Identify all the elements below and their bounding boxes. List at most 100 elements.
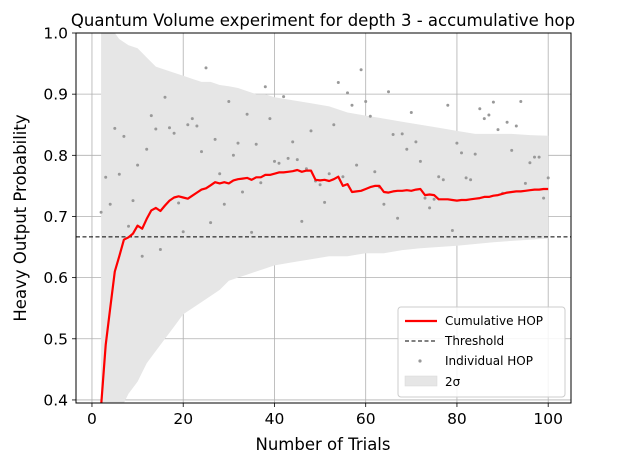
individual-hop-point bbox=[259, 181, 263, 185]
individual-hop-point bbox=[327, 172, 331, 176]
individual-hop-point bbox=[373, 170, 377, 174]
individual-hop-point bbox=[441, 178, 445, 182]
individual-hop-point bbox=[136, 163, 140, 167]
individual-hop-point bbox=[464, 176, 468, 180]
individual-hop-point bbox=[546, 176, 550, 180]
individual-hop-point bbox=[318, 183, 322, 187]
individual-hop-point bbox=[163, 95, 167, 99]
x-tick-label: 100 bbox=[533, 410, 563, 428]
individual-hop-point bbox=[309, 129, 313, 133]
individual-hop-point bbox=[400, 132, 404, 136]
individual-hop-point bbox=[409, 111, 413, 114]
individual-hop-point bbox=[227, 100, 231, 103]
individual-hop-point bbox=[295, 158, 299, 162]
individual-hop-point bbox=[491, 100, 495, 104]
individual-hop-point bbox=[350, 103, 354, 107]
legend-individual-label: Individual HOP bbox=[445, 354, 533, 368]
x-tick-label: 20 bbox=[173, 410, 193, 428]
cumulative-hop-path bbox=[100, 168, 549, 403]
individual-hop-point bbox=[291, 140, 295, 144]
individual-hop-point bbox=[218, 172, 222, 176]
y-tick-label: 0.6 bbox=[43, 269, 68, 287]
individual-hop-point bbox=[122, 134, 126, 138]
individual-hop-point bbox=[510, 148, 514, 152]
individual-hop-point bbox=[149, 114, 153, 118]
individual-hop-point bbox=[323, 200, 327, 204]
individual-hop-point bbox=[113, 126, 117, 130]
individual-hop-point bbox=[177, 201, 181, 205]
individual-hop-point bbox=[450, 229, 454, 232]
individual-hop-point bbox=[273, 159, 276, 163]
x-axis-label: Number of Trials bbox=[256, 435, 391, 454]
individual-hop-point bbox=[414, 140, 418, 144]
individual-hop-point bbox=[245, 112, 249, 116]
individual-hop-point bbox=[469, 178, 473, 182]
individual-hop-point bbox=[104, 175, 108, 179]
individual-hop-point bbox=[405, 147, 409, 151]
y-tick-label: 1.0 bbox=[43, 25, 68, 43]
individual-hop-point bbox=[368, 114, 372, 118]
y-tick-label: 0.8 bbox=[43, 147, 68, 165]
individual-hop-point bbox=[213, 137, 217, 141]
individual-hop-point bbox=[300, 219, 304, 223]
individual-hop-point bbox=[473, 152, 477, 156]
legend-box bbox=[397, 306, 566, 398]
legend-individual-swatch bbox=[418, 359, 422, 363]
individual-hop-point bbox=[186, 123, 190, 127]
individual-hop-point bbox=[231, 153, 235, 157]
plot-frame bbox=[75, 32, 572, 404]
individual-hop-point bbox=[108, 202, 112, 206]
individual-hop-point bbox=[418, 159, 422, 163]
individual-hop-point bbox=[496, 128, 500, 132]
chart-title: Quantum Volume experiment for depth 3 - … bbox=[71, 11, 575, 30]
individual-hop-point bbox=[523, 181, 527, 185]
individual-hop-point bbox=[282, 95, 286, 99]
individual-hop-point bbox=[254, 142, 258, 146]
individual-hop-point bbox=[359, 68, 363, 72]
individual-hop-point bbox=[222, 202, 226, 206]
individual-hop-point bbox=[250, 230, 254, 234]
individual-hop-point bbox=[154, 127, 158, 131]
individual-hop-point bbox=[432, 197, 436, 201]
x-tick-label: 40 bbox=[265, 410, 285, 428]
individual-hop-point bbox=[396, 216, 400, 220]
individual-hop-point bbox=[190, 117, 194, 121]
legend-band-swatch bbox=[404, 375, 438, 387]
individual-hop-point bbox=[482, 117, 486, 121]
individual-hop-point bbox=[346, 91, 349, 95]
individual-hop-point bbox=[514, 124, 518, 128]
individual-hop-point bbox=[391, 133, 395, 136]
legend-cumulative-label: Cumulative HOP bbox=[445, 314, 543, 328]
band-area bbox=[101, 33, 549, 403]
individual-hop-point bbox=[428, 206, 432, 210]
individual-hop-point bbox=[460, 151, 463, 155]
individual-hop-point bbox=[236, 141, 240, 145]
x-tick-label: 0 bbox=[87, 410, 97, 428]
individual-hop-point bbox=[200, 150, 203, 154]
individual-hop-point bbox=[336, 81, 340, 84]
y-tick-label: 0.5 bbox=[43, 330, 68, 348]
individual-hop-point bbox=[277, 161, 281, 165]
individual-hop-point bbox=[505, 120, 509, 124]
individual-hop-point bbox=[423, 196, 427, 200]
two-sigma-band bbox=[101, 33, 549, 403]
individual-hop-point bbox=[127, 224, 130, 228]
individual-hop-point bbox=[455, 141, 459, 145]
individual-hop-point bbox=[332, 123, 336, 127]
individual-hop-point bbox=[478, 107, 482, 111]
y-tick-label: 0.9 bbox=[43, 86, 68, 104]
individual-hop-point bbox=[387, 90, 390, 94]
individual-hop-point bbox=[533, 155, 536, 159]
individual-hop-point bbox=[268, 117, 272, 121]
individual-hop-point bbox=[542, 196, 546, 200]
individual-hop-point bbox=[181, 230, 185, 234]
individual-hop-point bbox=[446, 103, 450, 107]
individual-hop-point bbox=[172, 131, 176, 135]
individual-hop-point bbox=[195, 124, 199, 128]
individual-hop-point bbox=[241, 190, 244, 194]
individual-hop-point bbox=[487, 113, 491, 117]
y-axis-label: Heavy Output Probability bbox=[11, 114, 30, 321]
individual-hop-point bbox=[117, 172, 121, 176]
individual-hop-point bbox=[519, 100, 523, 103]
